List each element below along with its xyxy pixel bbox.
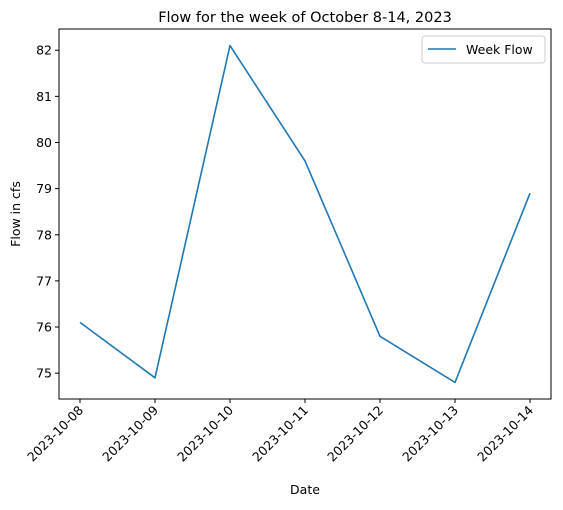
x-tick-label: 2023-10-08 — [24, 402, 86, 464]
y-tick-label: 79 — [36, 181, 52, 196]
y-tick-label: 75 — [36, 366, 52, 381]
x-tick-label: 2023-10-13 — [399, 403, 461, 465]
x-tick-label: 2023-10-11 — [249, 403, 311, 465]
x-axis: 2023-10-08 2023-10-09 2023-10-10 2023-10-11… — [24, 399, 536, 464]
y-tick-label: 80 — [36, 135, 52, 150]
y-tick-label: 82 — [36, 43, 52, 58]
x-tick-label: 2023-10-12 — [324, 403, 386, 465]
chart-title: Flow for the week of October 8-14, 2023 — [158, 10, 452, 26]
legend-label-week-flow: Week Flow — [466, 42, 533, 57]
legend-box — [421, 35, 546, 64]
y-tick-label: 77 — [36, 273, 52, 288]
y-tick-label: 81 — [36, 89, 52, 104]
series-line-week-flow — [79, 44, 531, 384]
y-axis: 75 76 77 78 79 80 81 82 — [36, 43, 59, 381]
x-tick-label: 2023-10-10 — [174, 402, 236, 464]
y-tick-label: 76 — [36, 320, 52, 335]
y-axis-label: Flow in cfs — [8, 181, 23, 247]
plot-area-frame — [58, 28, 552, 400]
y-tick-label: 78 — [36, 227, 52, 242]
x-tick-label: 2023-10-14 — [474, 402, 536, 464]
legend: Week Flow — [421, 35, 546, 64]
x-tick-label: 2023-10-09 — [99, 402, 161, 464]
x-axis-label: Date — [290, 482, 320, 497]
